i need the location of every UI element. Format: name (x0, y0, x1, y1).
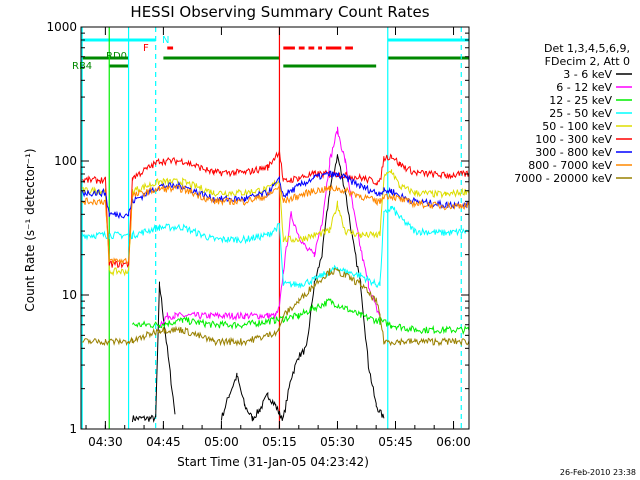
y-axis: 1 10 100 1000 (46, 20, 469, 436)
series-line-7 (81, 183, 470, 265)
x-tick-label-4: 05:30 (320, 435, 355, 449)
series-line-4 (81, 169, 470, 277)
flag-annotation-2: RD0 (106, 51, 127, 62)
flag-annotation-3: RB4 (72, 61, 92, 72)
series-line-3 (81, 205, 470, 289)
flag-bars (82, 38, 469, 68)
chart-title: HESSI Observing Summary Count Rates (130, 3, 429, 21)
y-tick-label-1: 10 (62, 288, 77, 302)
legend-header-1: FDecim 2, Att 0 (545, 55, 630, 68)
flag-annotations: N F RD0 RB4 (72, 35, 169, 72)
x-tick-label-0: 04:30 (88, 435, 123, 449)
x-axis: 04:30 04:45 05:00 05:15 05:30 05:45 06:00 (85, 27, 471, 449)
legend-label-6: 300 - 800 keV (535, 146, 612, 159)
series-line-6 (81, 170, 470, 220)
y-tick-label-2: 100 (54, 154, 77, 168)
series-line-0 (131, 154, 385, 424)
legend-label-5: 100 - 300 keV (535, 133, 612, 146)
legend-header-0: Det 1,3,4,5,6,9, (544, 42, 630, 55)
plot-frame (80, 26, 470, 430)
legend-label-2: 12 - 25 keV (549, 94, 612, 107)
y-axis-label: Count Rate (s⁻¹ detector⁻¹) (23, 148, 37, 311)
x-axis-label: Start Time (31-Jan-05 04:23:42) (177, 455, 369, 469)
x-tick-label-1: 04:45 (146, 435, 181, 449)
footer-timestamp: 26-Feb-2010 23:38 (560, 468, 636, 477)
legend-label-1: 6 - 12 keV (556, 81, 612, 94)
data-series (81, 126, 470, 424)
vertical-markers (81, 27, 462, 429)
legend-label-8: 7000 - 20000 keV (514, 172, 612, 185)
legend: Det 1,3,4,5,6,9,FDecim 2, Att 03 - 6 keV… (514, 42, 632, 185)
series-line-1 (159, 126, 381, 328)
x-tick-label-3: 05:15 (262, 435, 297, 449)
series-line-8 (82, 267, 470, 347)
series-line-5 (81, 150, 470, 269)
y-tick-label-3: 1000 (46, 20, 77, 34)
legend-label-4: 50 - 100 keV (542, 120, 612, 133)
legend-label-0: 3 - 6 keV (563, 68, 612, 81)
flag-annotation-1: F (143, 43, 149, 54)
flag-annotation-0: N (162, 35, 169, 46)
y-tick-label-0: 1 (69, 422, 77, 436)
x-tick-label-5: 05:45 (378, 435, 413, 449)
legend-label-7: 800 - 7000 keV (528, 159, 612, 172)
legend-label-3: 25 - 50 keV (549, 107, 612, 120)
x-tick-label-2: 05:00 (204, 435, 239, 449)
x-tick-label-6: 06:00 (436, 435, 471, 449)
series-line-2 (131, 298, 470, 336)
